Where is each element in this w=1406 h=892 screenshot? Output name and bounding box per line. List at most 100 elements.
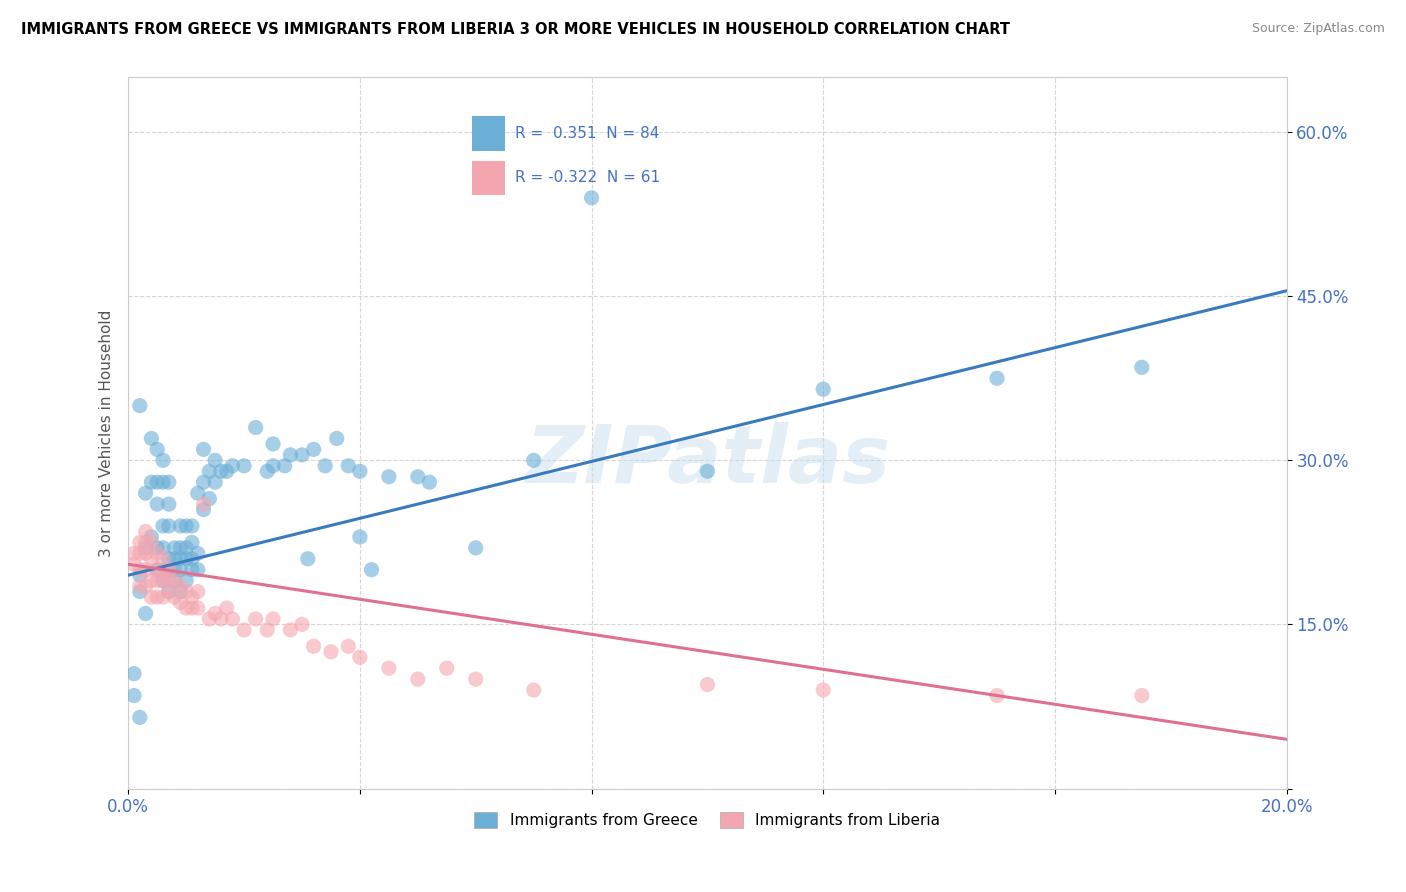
Point (146, 563, 169, 577)
Point (233, 458, 256, 473)
Point (696, 677, 718, 691)
Point (280, 448, 302, 462)
Point (436, 661, 458, 675)
Point (986, 371, 1008, 385)
Point (193, 475, 215, 490)
Point (181, 551, 204, 566)
Point (198, 612, 221, 626)
Point (152, 563, 174, 577)
Point (169, 541, 191, 555)
Point (152, 551, 174, 566)
Point (198, 464, 221, 478)
Point (152, 590, 174, 604)
Point (135, 607, 157, 621)
Point (349, 530, 371, 544)
Point (152, 453, 174, 467)
Point (174, 601, 197, 615)
Point (128, 546, 150, 560)
Point (122, 546, 145, 560)
Point (146, 541, 169, 555)
Point (128, 568, 150, 582)
Point (256, 623, 278, 637)
Point (1130, 689, 1153, 703)
Point (273, 458, 295, 473)
Point (245, 612, 267, 626)
Point (297, 551, 319, 566)
Point (128, 563, 150, 577)
Point (141, 530, 163, 544)
Point (128, 535, 150, 549)
Point (262, 458, 284, 473)
Y-axis label: 3 or more Vehicles in Household: 3 or more Vehicles in Household (100, 310, 114, 557)
Point (245, 420, 267, 434)
Point (157, 574, 180, 588)
Point (163, 563, 186, 577)
Point (193, 497, 215, 511)
Point (128, 710, 150, 724)
Point (174, 551, 197, 566)
Point (187, 563, 209, 577)
Point (152, 541, 174, 555)
Point (291, 617, 314, 632)
Point (122, 558, 145, 572)
Point (146, 442, 169, 457)
Point (141, 475, 163, 490)
Point (157, 584, 180, 599)
Point (326, 432, 349, 446)
Point (378, 661, 401, 675)
Point (464, 672, 486, 686)
Point (1130, 360, 1153, 375)
Point (128, 399, 150, 413)
Point (523, 683, 546, 698)
Point (262, 437, 284, 451)
Point (135, 486, 157, 500)
Point (337, 640, 360, 654)
Point (157, 519, 180, 533)
Point (146, 497, 169, 511)
Point (523, 453, 546, 467)
Point (204, 607, 226, 621)
Point (141, 574, 163, 588)
Point (135, 524, 157, 539)
Point (163, 574, 186, 588)
Point (813, 382, 835, 396)
Point (152, 519, 174, 533)
Point (163, 574, 186, 588)
Point (146, 590, 169, 604)
Point (122, 666, 145, 681)
Point (128, 584, 150, 599)
Point (163, 590, 186, 604)
Point (181, 590, 204, 604)
Point (986, 689, 1008, 703)
Point (157, 563, 180, 577)
Point (221, 612, 243, 626)
Point (141, 590, 163, 604)
Point (187, 486, 209, 500)
Point (181, 519, 204, 533)
Point (204, 453, 226, 467)
Point (280, 623, 302, 637)
Point (122, 689, 145, 703)
Point (349, 464, 371, 478)
Point (193, 502, 215, 516)
Point (141, 535, 163, 549)
Text: IMMIGRANTS FROM GREECE VS IMMIGRANTS FROM LIBERIA 3 OR MORE VEHICLES IN HOUSEHOL: IMMIGRANTS FROM GREECE VS IMMIGRANTS FRO… (21, 22, 1010, 37)
Point (135, 541, 157, 555)
Point (302, 442, 325, 457)
Point (696, 464, 718, 478)
Point (181, 601, 204, 615)
Point (169, 551, 191, 566)
Point (198, 491, 221, 506)
Point (157, 497, 180, 511)
Point (464, 541, 486, 555)
Point (233, 623, 256, 637)
Point (209, 464, 232, 478)
Point (174, 584, 197, 599)
Point (581, 191, 603, 205)
Point (406, 672, 429, 686)
Point (174, 519, 197, 533)
Point (221, 458, 243, 473)
Point (256, 464, 278, 478)
Point (152, 574, 174, 588)
Point (157, 584, 180, 599)
